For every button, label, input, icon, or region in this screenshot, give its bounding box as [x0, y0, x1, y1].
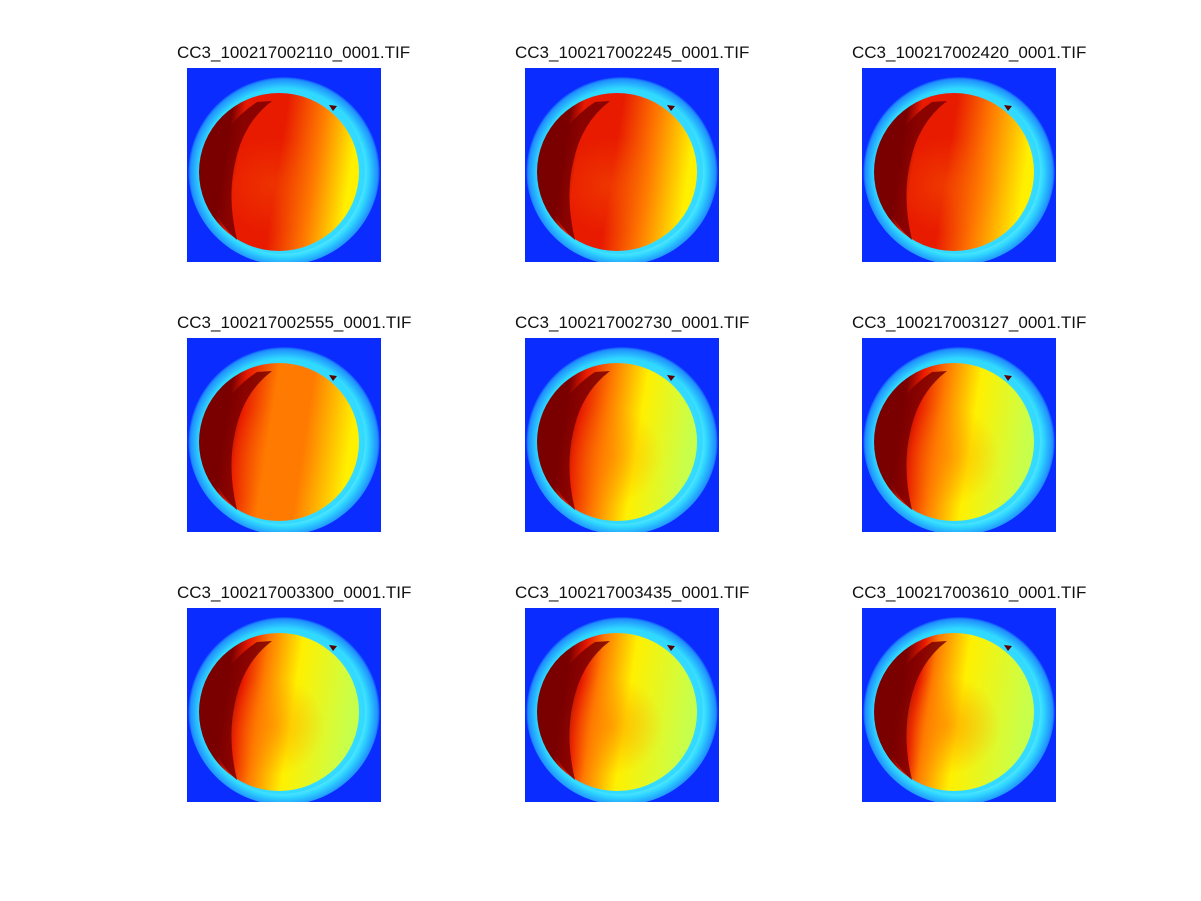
panel-title-2: CC3_100217002245_0001.TIF	[515, 43, 750, 62]
sky-image-1	[187, 68, 381, 262]
sky-image-2	[525, 68, 719, 262]
sky-image-5	[525, 338, 719, 532]
image-panel-3: CC3_100217002420_0001.TIF	[852, 43, 1086, 262]
image-panel-9: CC3_100217003610_0001.TIF	[852, 583, 1086, 802]
panel-title-3: CC3_100217002420_0001.TIF	[852, 43, 1087, 62]
panel-title-9: CC3_100217003610_0001.TIF	[852, 583, 1087, 602]
sky-image-8	[525, 608, 719, 802]
image-panel-2: CC3_100217002245_0001.TIF	[515, 43, 749, 262]
image-panel-5: CC3_100217002730_0001.TIF	[515, 313, 749, 532]
panel-title-1: CC3_100217002110_0001.TIF	[177, 43, 411, 62]
panel-title-6: CC3_100217003127_0001.TIF	[852, 313, 1087, 332]
sky-image-9	[862, 608, 1056, 802]
sky-image-6	[862, 338, 1056, 532]
panel-title-4: CC3_100217002555_0001.TIF	[177, 313, 412, 332]
image-panel-7: CC3_100217003300_0001.TIF	[177, 583, 411, 802]
image-panel-6: CC3_100217003127_0001.TIF	[852, 313, 1086, 532]
sky-image-7	[187, 608, 381, 802]
image-panel-1: CC3_100217002110_0001.TIF	[177, 43, 410, 262]
image-panel-8: CC3_100217003435_0001.TIF	[515, 583, 749, 802]
panel-title-8: CC3_100217003435_0001.TIF	[515, 583, 750, 602]
sky-image-4	[187, 338, 381, 532]
image-panel-4: CC3_100217002555_0001.TIF	[177, 313, 411, 532]
panel-title-5: CC3_100217002730_0001.TIF	[515, 313, 750, 332]
panel-title-7: CC3_100217003300_0001.TIF	[177, 583, 412, 602]
sky-image-3	[862, 68, 1056, 262]
